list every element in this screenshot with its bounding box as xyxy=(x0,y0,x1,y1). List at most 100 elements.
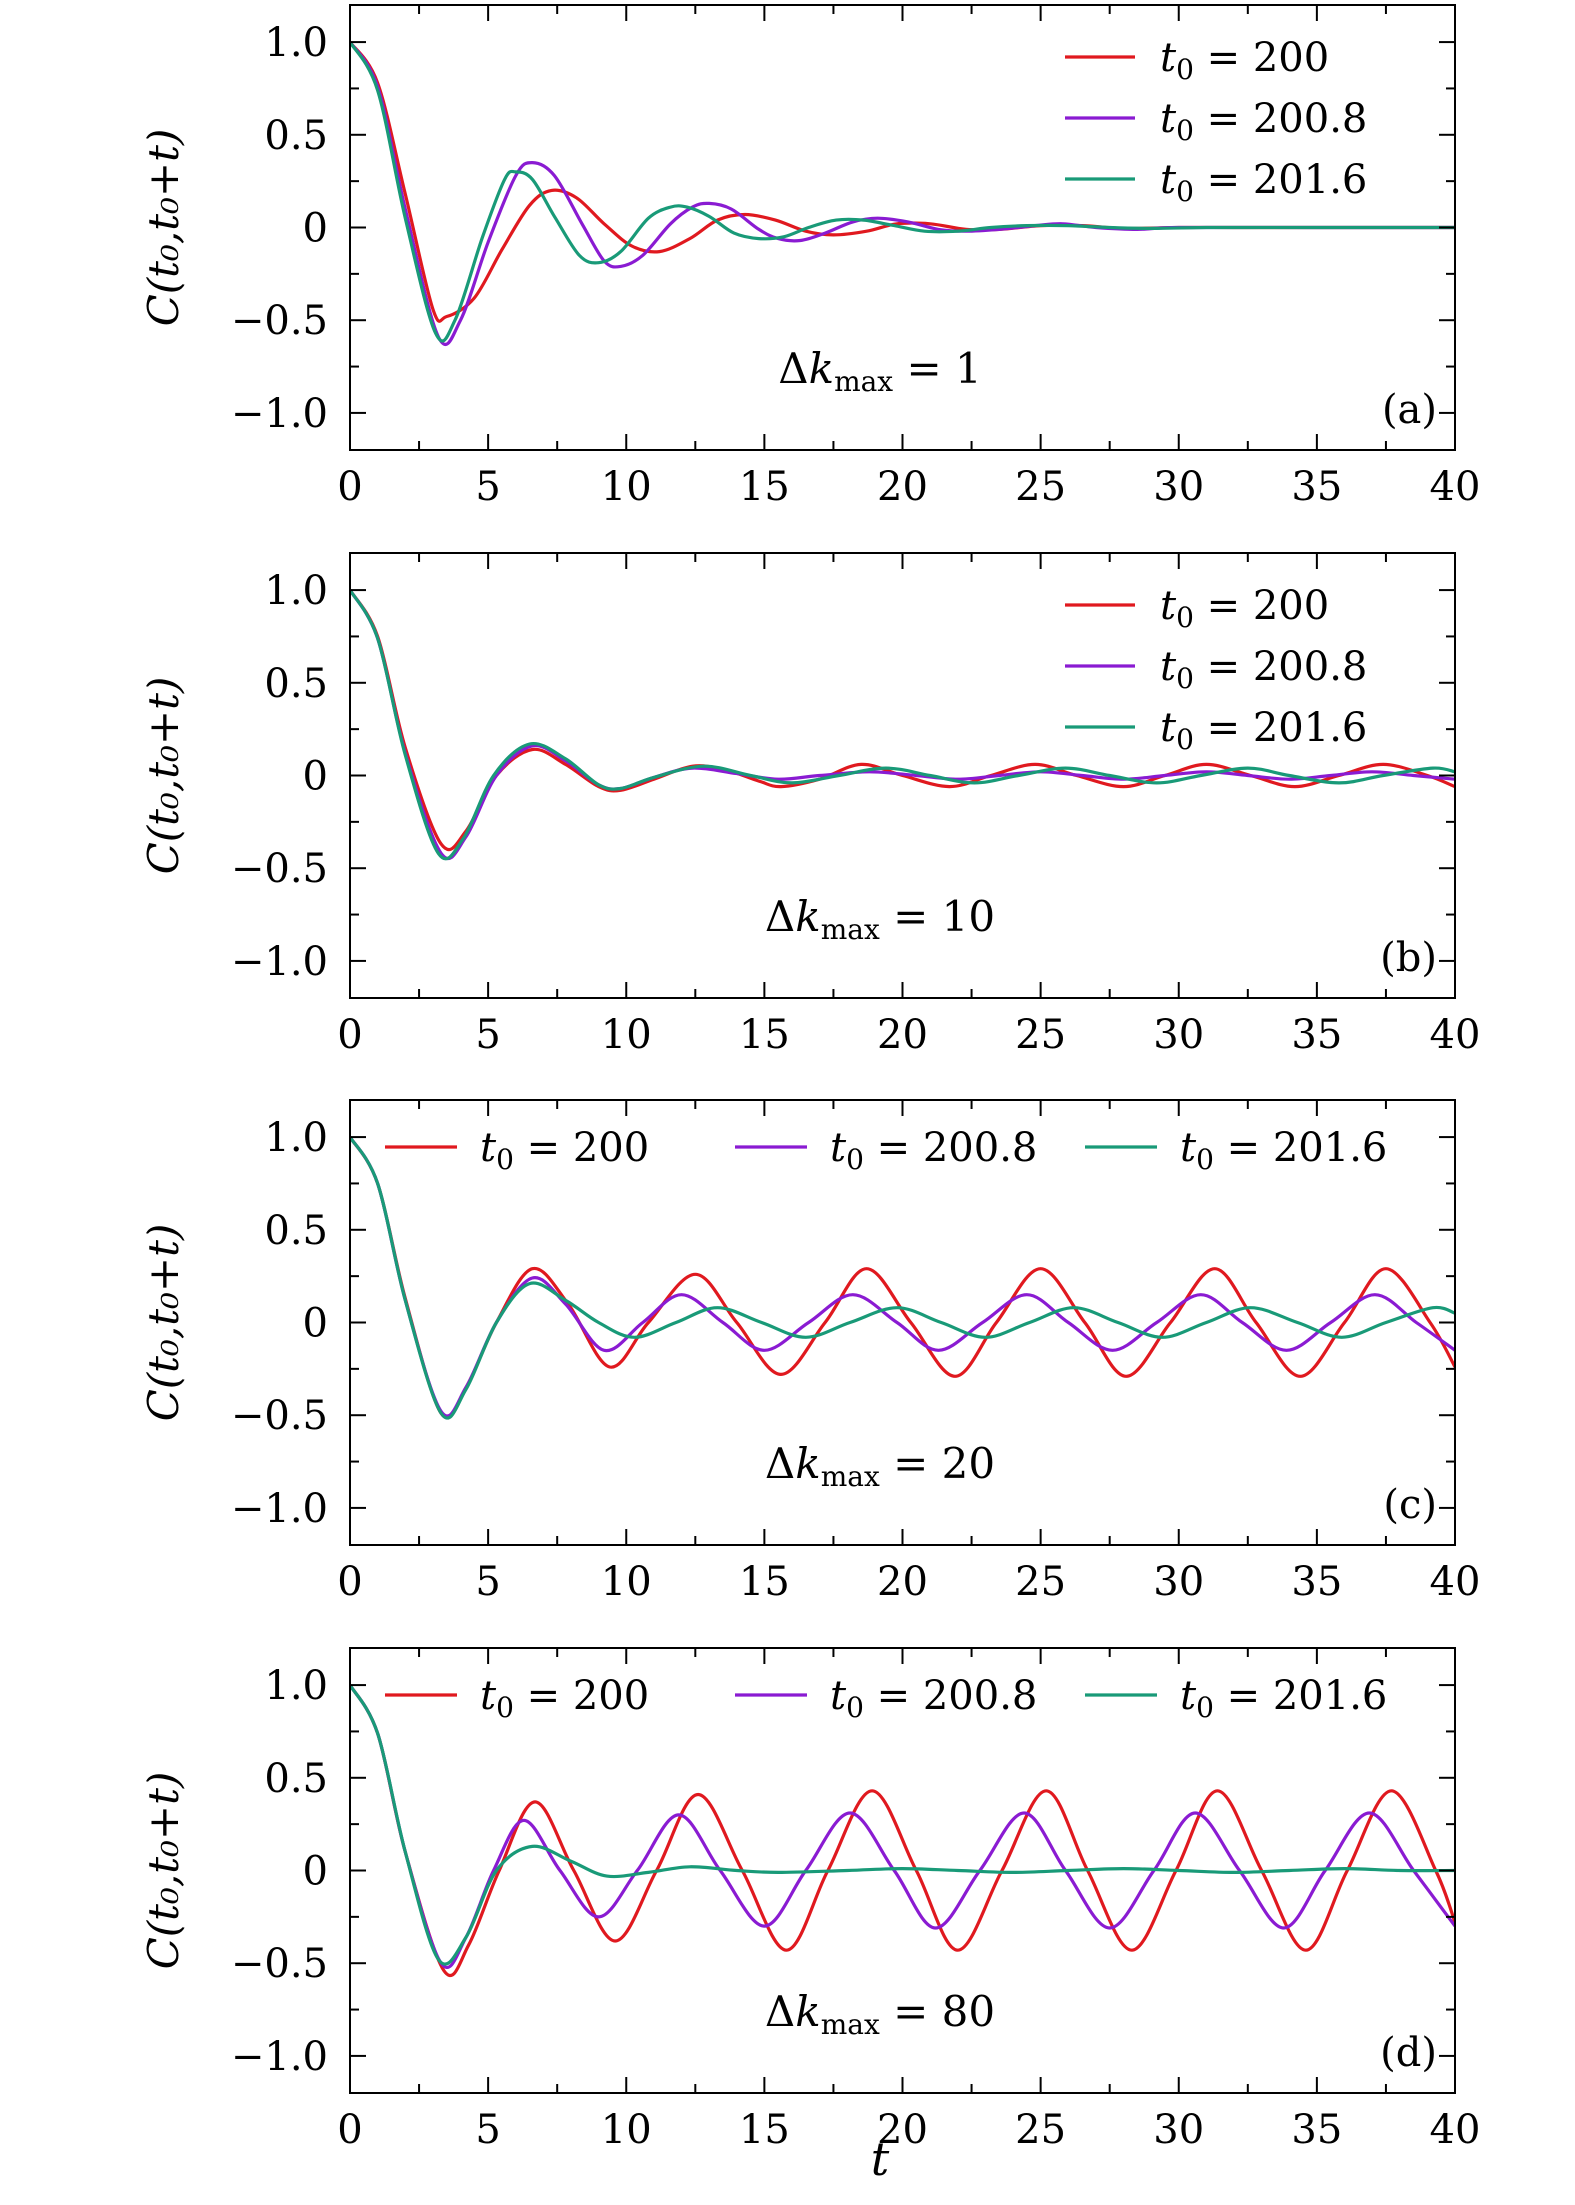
panel-c: 0 5 10 15 20 25 30 35 40 1.0 0.5 0 −0.5 −1.0 C(t₀,t₀+t… xyxy=(139,1099,1481,1605)
series-group xyxy=(350,1684,1455,1978)
series-line xyxy=(350,589,1455,861)
annot-k: k xyxy=(795,1439,820,1488)
x-tick-label: 35 xyxy=(1291,2107,1342,2153)
y-tick-label: −1.0 xyxy=(231,391,328,437)
x-tick-label: 10 xyxy=(601,464,652,510)
legend-sub: 0 xyxy=(1176,723,1194,756)
series-line xyxy=(350,1684,1455,1978)
annot-k: k xyxy=(809,344,834,393)
legend-sub: 0 xyxy=(846,1143,864,1176)
x-tick-label: 20 xyxy=(877,1559,928,1605)
legend-label: t0 = 200.8 xyxy=(1160,644,1367,695)
legend-value: = 200 xyxy=(1194,583,1329,629)
annot-sub: max xyxy=(821,1460,880,1493)
delta-k-annotation: Δkmax = 80 xyxy=(765,1987,995,2041)
series-line xyxy=(350,41,1455,346)
x-tick-label: 30 xyxy=(1153,464,1204,510)
x-tick-label: 20 xyxy=(877,464,928,510)
x-tick-label: 10 xyxy=(601,2107,652,2153)
legend-value: = 200.8 xyxy=(864,1125,1037,1171)
panel-b: 0 5 10 15 20 25 30 35 40 1.0 0.5 0 −0.5 −1.0 C(t₀,t₀+t… xyxy=(139,552,1480,1058)
legend-sub: 0 xyxy=(1176,114,1194,147)
legend-value: = 200 xyxy=(514,1125,649,1171)
x-tick-label: 35 xyxy=(1291,1012,1342,1058)
legend-value: = 201.6 xyxy=(1194,157,1367,203)
legend-var: t xyxy=(1160,35,1177,81)
x-axis-label: t xyxy=(871,2132,890,2186)
x-tick-label: 35 xyxy=(1291,464,1342,510)
delta-k-annotation: Δkmax = 20 xyxy=(765,1439,995,1493)
legend-value: = 200.8 xyxy=(1194,644,1367,690)
x-tick-label: 5 xyxy=(475,1559,500,1605)
x-tick-label: 30 xyxy=(1153,2107,1204,2153)
y-tick-label: −0.5 xyxy=(231,298,328,344)
legend-value: = 201.6 xyxy=(1214,1673,1387,1719)
y-tick-label: −1.0 xyxy=(231,2034,328,2080)
legend-value: = 201.6 xyxy=(1194,705,1367,751)
y-axis-label: C(t₀,t₀+t) xyxy=(139,1772,188,1970)
legend-label: t0 = 200 xyxy=(480,1673,649,1724)
annot-value: = 20 xyxy=(880,1439,995,1488)
annot-sub: max xyxy=(821,913,880,946)
legend-var: t xyxy=(1180,1673,1197,1719)
legend-label: t0 = 200 xyxy=(1160,583,1329,634)
legend-sub: 0 xyxy=(496,1691,514,1724)
annot-k: k xyxy=(795,892,820,941)
panel-label: (a) xyxy=(1382,387,1437,433)
legend-var: t xyxy=(1160,644,1177,690)
legend-sub: 0 xyxy=(846,1691,864,1724)
legend-sub: 0 xyxy=(496,1143,514,1176)
series-line xyxy=(350,1136,1455,1420)
legend-value: = 200.8 xyxy=(1194,96,1367,142)
series-line xyxy=(350,41,1455,343)
annot-delta: Δ xyxy=(765,892,795,941)
panel-label: (b) xyxy=(1380,935,1437,981)
legend-label: t0 = 201.6 xyxy=(1180,1673,1387,1724)
x-tick-label: 30 xyxy=(1153,1559,1204,1605)
legend-var: t xyxy=(1180,1125,1197,1171)
x-tick-label: 0 xyxy=(337,2107,362,2153)
panel-a: 0 5 10 15 20 25 30 35 40 1.0 0.5 0 −0.5 −1.0 C(t₀,t₀+t… xyxy=(139,4,1480,510)
x-tick-label: 15 xyxy=(739,2107,790,2153)
y-tick-label: 0 xyxy=(303,206,328,252)
legend-sub: 0 xyxy=(1176,175,1194,208)
delta-k-annotation: Δkmax = 1 xyxy=(778,344,981,398)
y-tick-label: −1.0 xyxy=(231,1486,328,1532)
annot-delta: Δ xyxy=(765,1439,795,1488)
x-tick-label: 25 xyxy=(1015,1012,1066,1058)
legend-label: t0 = 201.6 xyxy=(1160,705,1367,756)
y-tick-label: −0.5 xyxy=(231,846,328,892)
x-tick-label: 10 xyxy=(601,1559,652,1605)
x-tick-label: 40 xyxy=(1430,2107,1481,2153)
x-tick-label: 0 xyxy=(337,1559,362,1605)
legend-var: t xyxy=(830,1125,847,1171)
legend-sub: 0 xyxy=(1196,1143,1214,1176)
legend-sub: 0 xyxy=(1176,53,1194,86)
y-tick-label: 1.0 xyxy=(264,20,328,66)
legend-value: = 200.8 xyxy=(864,1673,1037,1719)
y-tick-label: 0.5 xyxy=(264,113,328,159)
legend-label: t0 = 200 xyxy=(1160,35,1329,86)
series-line xyxy=(350,1684,1455,1966)
y-tick-label: 0.5 xyxy=(264,1756,328,1802)
legend-label: t0 = 200.8 xyxy=(1160,96,1367,147)
delta-k-annotation: Δkmax = 10 xyxy=(765,892,995,946)
y-axis-label: C(t₀,t₀+t) xyxy=(139,129,188,327)
annot-delta: Δ xyxy=(765,1987,795,2036)
x-tick-label: 35 xyxy=(1291,1559,1342,1605)
annot-value: = 80 xyxy=(880,1987,995,2036)
annot-value: = 1 xyxy=(893,344,982,393)
x-tick-label: 40 xyxy=(1430,1559,1481,1605)
legend-value: = 200 xyxy=(514,1673,649,1719)
y-tick-label: 0.5 xyxy=(264,1208,328,1254)
x-tick-label: 15 xyxy=(739,464,790,510)
legend-value: = 201.6 xyxy=(1214,1125,1387,1171)
legend-var: t xyxy=(480,1673,497,1719)
legend-var: t xyxy=(830,1673,847,1719)
legend-var: t xyxy=(1160,96,1177,142)
y-tick-label: −0.5 xyxy=(231,1393,328,1439)
x-tick-label: 0 xyxy=(337,464,362,510)
y-tick-label: 0 xyxy=(303,754,328,800)
annot-sub: max xyxy=(821,2008,880,2041)
x-tick-label: 5 xyxy=(475,464,500,510)
